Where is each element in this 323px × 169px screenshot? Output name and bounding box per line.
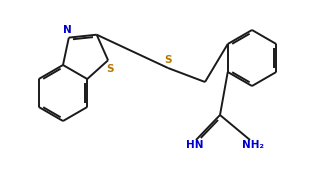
Text: S: S bbox=[164, 55, 172, 65]
Text: NH₂: NH₂ bbox=[242, 140, 265, 150]
Text: N: N bbox=[63, 25, 71, 35]
Text: S: S bbox=[106, 64, 113, 74]
Text: HN: HN bbox=[185, 140, 203, 150]
